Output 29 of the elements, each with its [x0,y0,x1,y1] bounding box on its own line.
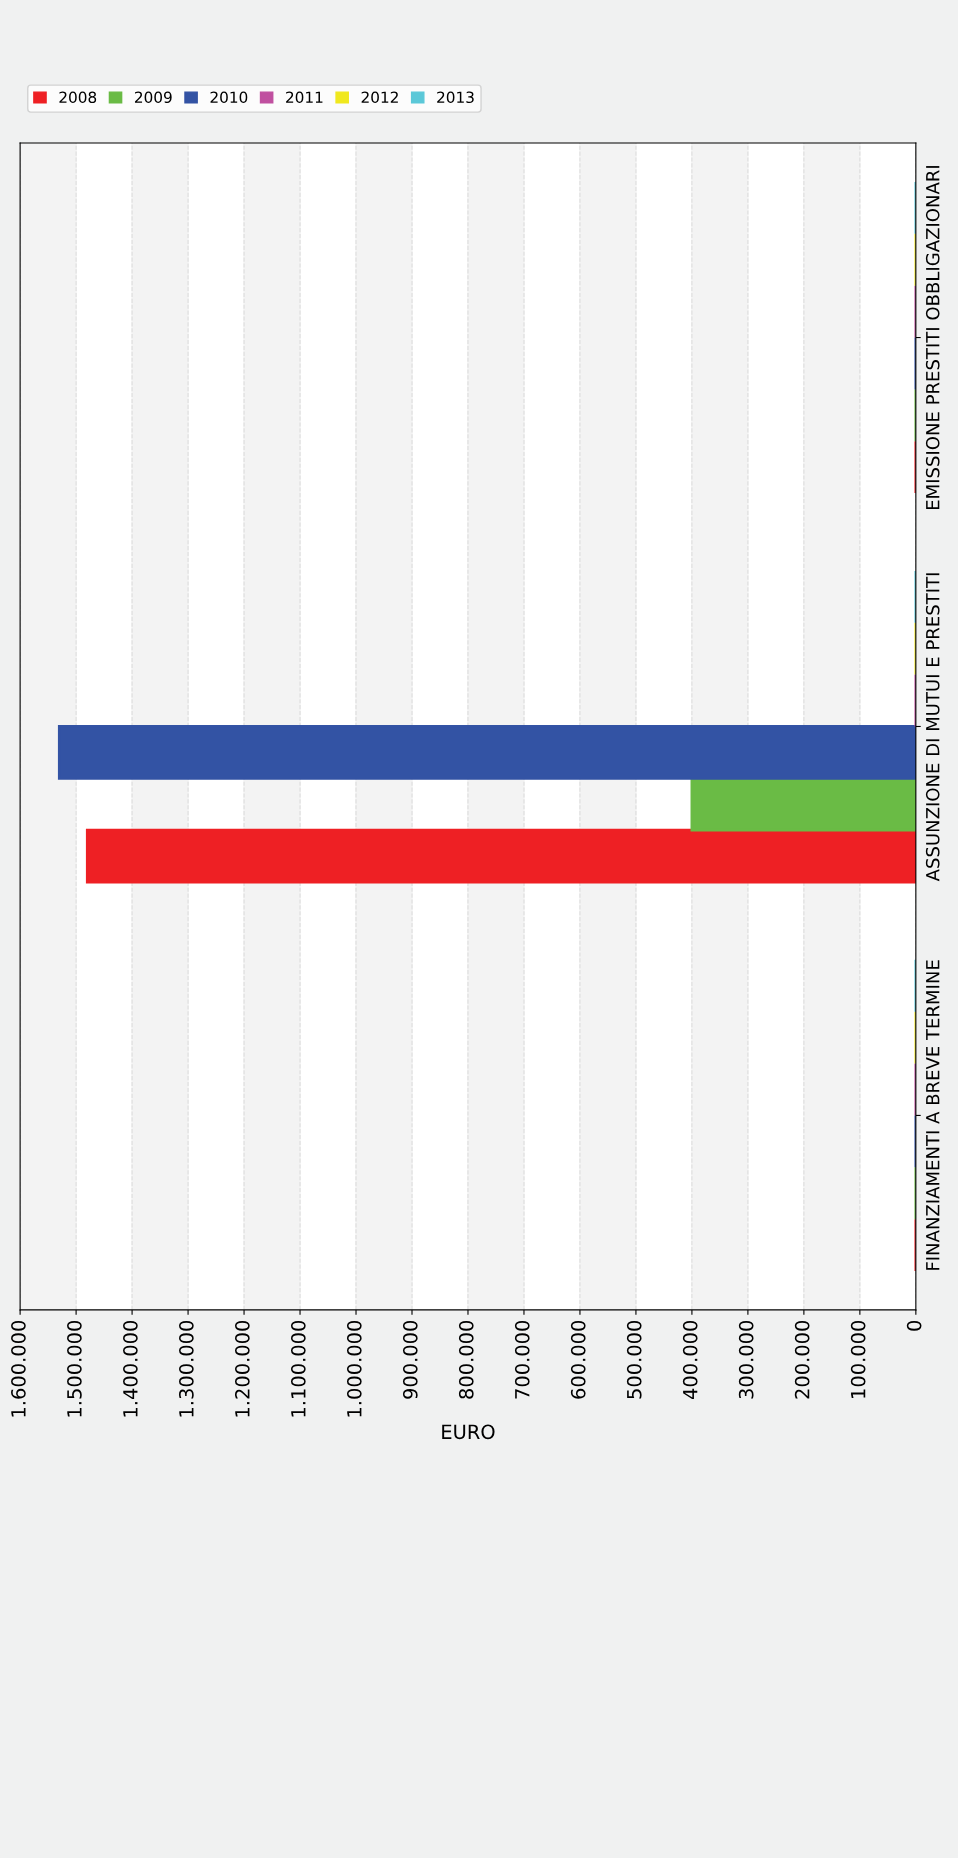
legend-label: 2009 [134,91,172,104]
legend-label: 2010 [210,91,248,104]
x-tick-label: 200.000 [794,1320,810,1399]
x-tick-label: 400.000 [682,1320,698,1400]
bar [85,828,916,884]
x-tick-label: 1.400.000 [123,1320,138,1417]
x-tick-label: 500.000 [626,1320,642,1399]
y-tick-label: EMISSIONE PRESTITI OBBLIGAZIONARI [925,166,940,510]
legend-label: 2008 [59,91,97,104]
x-tick-label: 0 [906,1320,922,1331]
x-tick-label: 1.100.000 [290,1320,306,1417]
x-tick-label: 100.000 [850,1320,866,1398]
y-tick-label: ASSUNZIONE DI MUTUI E PRESTITI [925,573,940,882]
legend-label: 2012 [361,91,398,104]
x-tick-label: 1.200.000 [234,1320,250,1417]
x-tick-label: 700.000 [514,1320,530,1399]
y-tick-label: FINANZIAMENTI A BREVE TERMINE [926,960,940,1270]
x-tick-label: 1.600.000 [11,1320,26,1417]
x-tick-label: 600.000 [570,1320,586,1399]
x-axis-title: EURO [442,1424,495,1440]
x-tick-label: 1.500.000 [67,1320,82,1417]
x-tick-label: 1.300.000 [179,1320,194,1417]
legend-label: 2011 [286,91,323,104]
legend-label: 2013 [437,91,474,104]
x-tick-label: 800.000 [458,1320,474,1399]
bar [57,725,916,780]
x-tick-label: 900.000 [402,1320,418,1399]
x-tick-label: 1.000.000 [346,1320,362,1417]
x-tick-label: 300.000 [738,1320,754,1399]
